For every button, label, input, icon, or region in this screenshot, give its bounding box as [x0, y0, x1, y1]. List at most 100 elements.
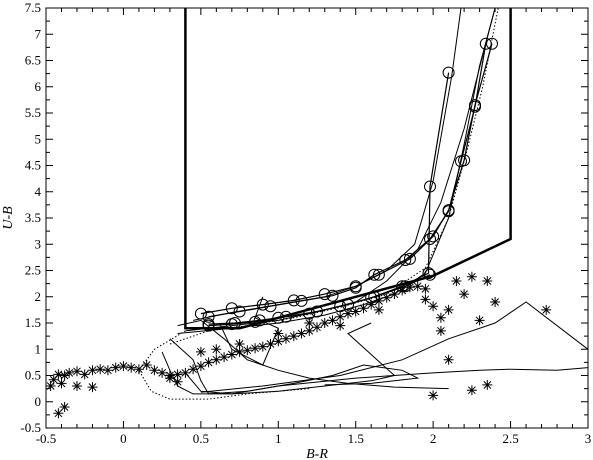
asterisk-point: [451, 276, 462, 286]
y-tick-label: 6: [35, 79, 42, 94]
y-tick-label: 0.5: [25, 368, 41, 383]
asterisk-point: [211, 354, 222, 365]
x-tick-label: -0.5: [36, 431, 57, 446]
asterisk-point: [420, 294, 431, 305]
asterisk-point: [195, 361, 206, 372]
asterisk-point: [172, 376, 183, 387]
series-thin-line: [177, 7, 496, 334]
x-tick-label: 1.5: [348, 431, 364, 446]
asterisk-point: [118, 361, 129, 372]
asterisk-point: [466, 271, 477, 282]
circle-point: [424, 233, 436, 245]
circle-point: [368, 268, 381, 281]
y-tick-label: 2.5: [25, 263, 41, 278]
axes: -0.5 0 0.5 1 1.5 2 2.5 3 -0.5 0 0.5 1 1.5 2 2.5 3 3.5 4 4.…: [20, 0, 591, 446]
y-tick-label: 4: [35, 184, 42, 199]
asterisk-point: [366, 299, 377, 310]
asterisk-point: [312, 322, 322, 333]
asterisk-point: [211, 344, 222, 355]
asterisk-point: [149, 365, 160, 376]
series-thin-line: [177, 319, 449, 390]
asterisk-point: [304, 318, 315, 328]
circle-point: [399, 254, 412, 266]
circle-point: [486, 37, 498, 50]
circle-point: [311, 305, 323, 318]
series-line: [177, 7, 496, 334]
x-axis-title: B-R: [306, 447, 328, 460]
asterisk-point: [412, 281, 423, 292]
asterisk-point: [343, 308, 353, 319]
asterisk-point: [133, 364, 144, 375]
series-line: [177, 319, 449, 390]
circle-point: [368, 290, 381, 303]
y-tick-label: 3.5: [25, 210, 41, 225]
series-asterisk: [45, 271, 552, 419]
asterisk-point: [172, 369, 183, 380]
asterisk-point: [234, 339, 245, 349]
asterisk-point: [373, 295, 384, 306]
asterisk-point: [541, 304, 552, 315]
asterisk-point: [273, 328, 284, 339]
y-axis-title: U-B: [1, 206, 16, 230]
asterisk-point: [319, 318, 330, 328]
asterisk-point: [296, 328, 307, 339]
y-tick-label: 1: [35, 341, 42, 356]
circle-point: [202, 318, 215, 331]
asterisk-point: [443, 304, 454, 315]
y-tick-label: 7: [35, 26, 42, 41]
asterisk-point: [64, 367, 75, 378]
asterisk-point: [474, 315, 485, 326]
circle-point: [403, 252, 416, 265]
asterisk-point: [219, 352, 230, 363]
asterisk-point: [79, 369, 90, 380]
asterisk-point: [428, 390, 439, 401]
asterisk-point: [435, 312, 446, 323]
y-tick-label: 4.5: [25, 158, 41, 173]
asterisk-point: [195, 346, 206, 357]
y-tick-label: 7.5: [25, 0, 41, 15]
circle-point: [422, 267, 435, 280]
x-tick-label: 0.5: [193, 431, 209, 446]
asterisk-point: [373, 304, 384, 315]
asterisk-point: [420, 283, 431, 294]
circle-point: [225, 302, 238, 315]
asterisk-point: [87, 365, 98, 376]
y-tick-label: 5: [35, 131, 42, 146]
x-tick-label: 2.5: [502, 431, 518, 446]
asterisk-point: [141, 360, 152, 370]
series-line: [184, 8, 512, 330]
asterisk-point: [157, 367, 168, 378]
asterisk-point: [250, 343, 261, 354]
asterisk-point: [358, 303, 369, 314]
asterisk-point: [45, 381, 56, 391]
asterisk-point: [257, 341, 268, 352]
asterisk-point: [126, 362, 137, 373]
circle-point: [318, 288, 331, 301]
circle-point: [202, 310, 215, 323]
asterisk-point: [87, 382, 98, 393]
circle-point: [233, 305, 246, 318]
asterisk-point: [102, 365, 113, 376]
asterisk-point: [281, 333, 291, 344]
y-tick-label: 3: [35, 236, 42, 251]
asterisk-point: [234, 346, 245, 357]
x-tick-label: 2: [430, 431, 437, 446]
series-thin-line: [200, 301, 589, 393]
asterisk-point: [482, 276, 493, 286]
asterisk-point: [188, 364, 199, 375]
series-line: [208, 43, 487, 318]
y-tick-label: 0: [35, 394, 42, 409]
asterisk-point: [428, 301, 439, 312]
asterisk-point: [443, 354, 454, 365]
asterisk-point: [53, 369, 64, 380]
asterisk-point: [226, 349, 237, 360]
asterisk-point: [95, 364, 106, 375]
asterisk-point: [273, 336, 284, 347]
asterisk-point: [59, 402, 70, 412]
plot-data: [45, 7, 589, 419]
plot-frame: [45, 7, 589, 429]
series-thin-line: [192, 7, 462, 321]
series-line: [185, 7, 496, 332]
series-thick-line: [184, 8, 512, 330]
